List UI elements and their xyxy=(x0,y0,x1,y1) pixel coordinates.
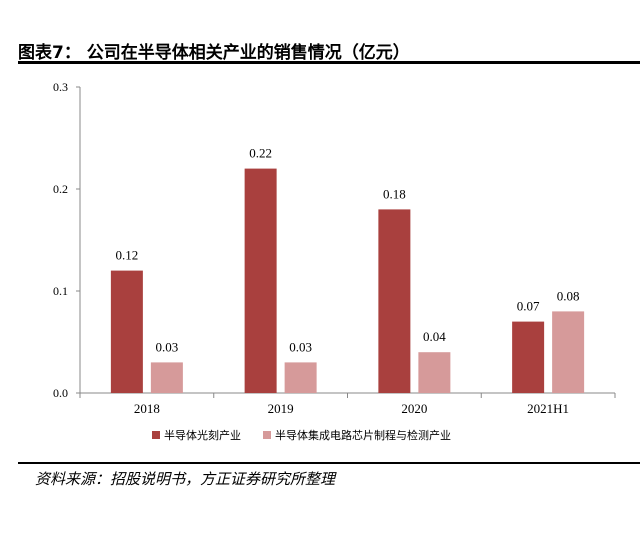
figure-title-row: 图表7： 公司在半导体相关产业的销售情况（亿元） xyxy=(18,30,640,64)
bar xyxy=(512,321,545,393)
legend-entry: 半导体集成电路芯片制程与检测产业 xyxy=(275,428,451,442)
x-tick-label: 2019 xyxy=(268,401,294,416)
bar xyxy=(418,352,451,393)
footer-rule xyxy=(18,462,640,464)
data-label: 0.07 xyxy=(517,299,540,314)
data-label: 0.12 xyxy=(116,248,139,263)
data-label: 0.03 xyxy=(156,339,179,354)
bar xyxy=(244,168,277,393)
data-label: 0.22 xyxy=(249,146,272,161)
x-tick-label: 2020 xyxy=(401,401,427,416)
y-tick-label: 0.2 xyxy=(53,182,68,196)
title-rule xyxy=(18,61,640,64)
source-note: 资料来源：招股说明书，方正证券研究所整理 xyxy=(35,470,336,488)
bar xyxy=(284,362,317,393)
x-tick-label: 2018 xyxy=(134,401,160,416)
legend-swatch xyxy=(263,431,271,439)
legend-swatch xyxy=(152,431,160,439)
bar xyxy=(150,362,183,393)
data-label: 0.03 xyxy=(289,339,312,354)
bar xyxy=(378,209,411,393)
legend-entry: 半导体光刻产业 xyxy=(164,428,241,442)
data-label: 0.08 xyxy=(557,288,580,303)
figure-title: 图表7： 公司在半导体相关产业的销售情况（亿元） xyxy=(18,43,410,63)
legend: 半导体光刻产业 半导体集成电路芯片制程与检测产业 xyxy=(152,428,451,442)
data-label: 0.04 xyxy=(423,329,446,344)
bars xyxy=(110,168,585,393)
x-tick-label: 2021H1 xyxy=(527,401,569,416)
bar xyxy=(110,270,143,393)
bar xyxy=(552,311,585,393)
y-tick-label: 0.0 xyxy=(53,386,68,400)
y-tick-label: 0.1 xyxy=(53,284,68,298)
data-labels: 0.12 0.03 0.22 0.03 0.18 0.04 0.07 0.08 xyxy=(116,146,580,355)
data-label: 0.18 xyxy=(383,186,406,201)
y-tick-label: 0.3 xyxy=(53,80,68,94)
